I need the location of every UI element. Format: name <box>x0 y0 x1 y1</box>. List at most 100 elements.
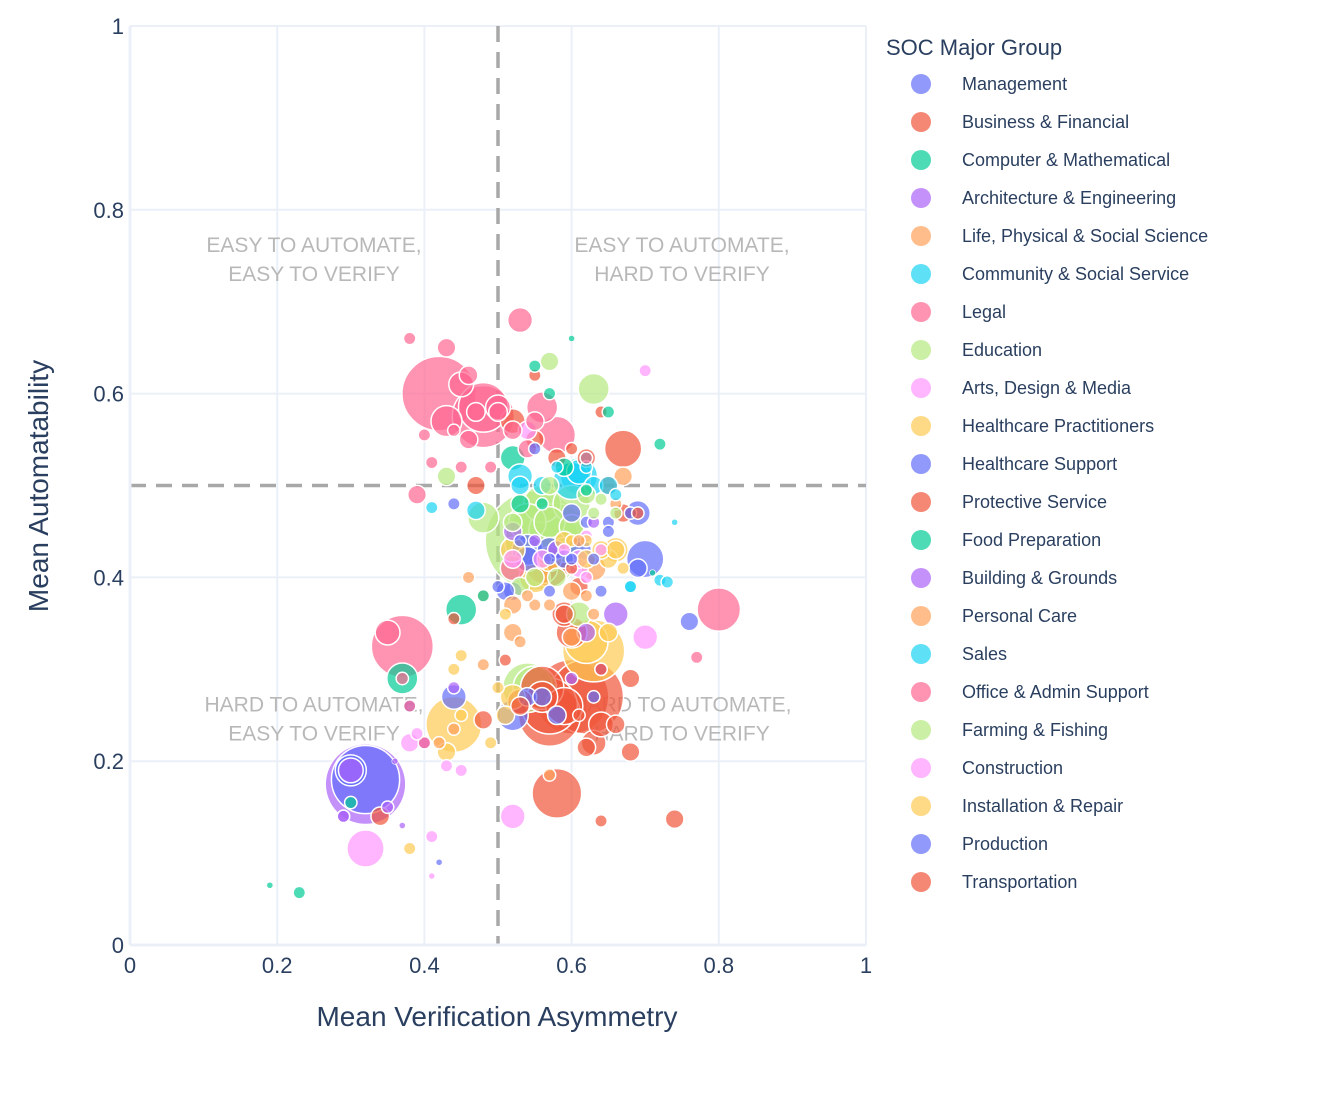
data-point-architecture-engineering[interactable] <box>564 671 579 686</box>
data-point-computer-mathematical[interactable] <box>510 493 531 514</box>
data-point-education[interactable] <box>539 351 560 372</box>
data-point-office-admin-support[interactable] <box>579 450 594 465</box>
data-point-food-preparation[interactable] <box>535 496 550 511</box>
data-point-production[interactable] <box>601 524 616 539</box>
data-point-community-social-service[interactable] <box>549 460 564 475</box>
data-point-legal[interactable] <box>417 428 432 442</box>
data-point-legal[interactable] <box>402 331 417 346</box>
data-point-production[interactable] <box>491 579 505 594</box>
data-point-sales[interactable] <box>660 575 675 589</box>
legend-item-construction[interactable]: Construction <box>911 758 1063 778</box>
data-point-arts-design-media[interactable] <box>499 803 526 830</box>
data-point-construction[interactable] <box>410 726 424 741</box>
data-point-office-admin-support[interactable] <box>502 420 523 441</box>
data-point-transportation[interactable] <box>510 696 531 717</box>
data-point-education[interactable] <box>436 466 457 487</box>
data-point-transportation[interactable] <box>554 604 575 625</box>
data-point-life-physical-social-science[interactable] <box>613 466 634 487</box>
data-point-food-preparation[interactable] <box>343 795 358 810</box>
data-point-personal-care[interactable] <box>432 735 447 750</box>
data-point-computer-mathematical[interactable] <box>568 335 575 342</box>
data-point-construction[interactable] <box>594 542 608 557</box>
data-point-community-social-service[interactable] <box>608 487 623 502</box>
data-point-arts-design-media[interactable] <box>632 623 659 651</box>
data-point-business-financial[interactable] <box>603 429 643 469</box>
data-point-installation-repair[interactable] <box>491 680 505 695</box>
data-point-healthcare-support[interactable] <box>564 552 579 566</box>
data-point-legal[interactable] <box>506 306 534 334</box>
data-point-legal[interactable] <box>374 619 401 646</box>
data-point-personal-care[interactable] <box>561 581 582 602</box>
data-point-construction[interactable] <box>579 570 594 585</box>
data-point-protective-service[interactable] <box>572 708 586 723</box>
legend-item-community-social-service[interactable]: Community & Social Service <box>911 264 1189 284</box>
legend-item-life-physical-social-science[interactable]: Life, Physical & Social Science <box>911 226 1208 246</box>
data-point-architecture-engineering[interactable] <box>446 680 461 695</box>
data-point-healthcare-practitioners[interactable] <box>446 662 461 677</box>
data-point-life-physical-social-science[interactable] <box>586 607 601 622</box>
data-point-building-grounds[interactable] <box>391 757 399 765</box>
data-point-farming-fishing[interactable] <box>586 506 601 521</box>
data-point-installation-repair[interactable] <box>495 705 516 726</box>
legend-item-legal[interactable]: Legal <box>911 302 1006 322</box>
data-point-healthcare-support[interactable] <box>542 584 557 599</box>
legend-item-architecture-engineering[interactable]: Architecture & Engineering <box>911 188 1176 208</box>
data-point-life-physical-social-science[interactable] <box>513 634 528 649</box>
data-point-healthcare-support[interactable] <box>446 496 461 511</box>
data-point-management[interactable] <box>527 441 542 456</box>
data-point-protective-service[interactable] <box>620 741 641 763</box>
data-point-management[interactable] <box>627 558 648 579</box>
data-point-building-grounds[interactable] <box>337 757 364 784</box>
data-point-healthcare-support[interactable] <box>435 858 443 866</box>
data-point-construction[interactable] <box>557 542 572 557</box>
data-point-installation-repair[interactable] <box>605 539 626 560</box>
data-point-management[interactable] <box>679 611 700 632</box>
data-point-building-grounds[interactable] <box>398 822 406 829</box>
data-point-protective-service[interactable] <box>473 709 494 730</box>
data-point-sales[interactable] <box>510 475 531 496</box>
data-point-office-admin-support[interactable] <box>487 401 509 423</box>
data-point-protective-service[interactable] <box>620 668 641 689</box>
data-point-office-admin-support[interactable] <box>417 735 432 750</box>
data-point-transportation[interactable] <box>594 662 608 677</box>
data-point-management[interactable] <box>561 503 582 524</box>
data-point-business-financial[interactable] <box>630 506 645 521</box>
data-point-office-admin-support[interactable] <box>446 423 461 438</box>
data-point-construction[interactable] <box>454 763 469 778</box>
data-point-life-physical-social-science[interactable] <box>579 588 594 603</box>
data-point-protective-service[interactable] <box>664 809 685 830</box>
legend-item-installation-repair[interactable]: Installation & Repair <box>911 796 1123 816</box>
data-point-production[interactable] <box>532 686 553 707</box>
data-point-computer-mathematical[interactable] <box>579 483 594 498</box>
legend-item-farming-fishing[interactable]: Farming & Fishing <box>911 720 1108 740</box>
data-point-legal[interactable] <box>424 455 439 470</box>
data-point-farming-fishing[interactable] <box>608 506 623 521</box>
data-point-farming-fishing[interactable] <box>546 567 567 588</box>
data-point-building-grounds[interactable] <box>336 809 351 824</box>
data-point-sales[interactable] <box>623 579 638 594</box>
data-point-food-preparation[interactable] <box>266 881 274 889</box>
data-point-legal[interactable] <box>436 337 457 358</box>
legend-item-arts-design-media[interactable]: Arts, Design & Media <box>911 378 1132 398</box>
legend-item-sales[interactable]: Sales <box>911 644 1007 664</box>
data-point-life-physical-social-science[interactable] <box>561 627 582 648</box>
data-point-personal-care[interactable] <box>542 768 557 782</box>
data-point-healthcare-practitioners[interactable] <box>454 648 469 663</box>
data-point-installation-repair[interactable] <box>454 708 469 723</box>
data-point-construction[interactable] <box>428 872 436 880</box>
data-point-sales[interactable] <box>671 518 679 526</box>
legend-item-management[interactable]: Management <box>911 74 1067 94</box>
data-point-healthcare-practitioners[interactable] <box>402 841 417 856</box>
data-point-transportation[interactable] <box>465 475 486 496</box>
data-point-production[interactable] <box>586 689 601 704</box>
legend-item-education[interactable]: Education <box>911 340 1042 360</box>
legend-item-office-admin-support[interactable]: Office & Admin Support <box>911 682 1149 702</box>
data-point-healthcare-practitioners[interactable] <box>616 561 631 576</box>
data-point-farming-fishing[interactable] <box>524 567 545 588</box>
data-point-education[interactable] <box>594 492 608 507</box>
data-point-healthcare-practitioners[interactable] <box>498 607 513 622</box>
legend-item-personal-care[interactable]: Personal Care <box>911 606 1077 626</box>
data-point-office-admin-support[interactable] <box>395 671 410 686</box>
data-point-healthcare-practitioners[interactable] <box>483 735 498 750</box>
legend-item-computer-mathematical[interactable]: Computer & Mathematical <box>911 150 1170 170</box>
